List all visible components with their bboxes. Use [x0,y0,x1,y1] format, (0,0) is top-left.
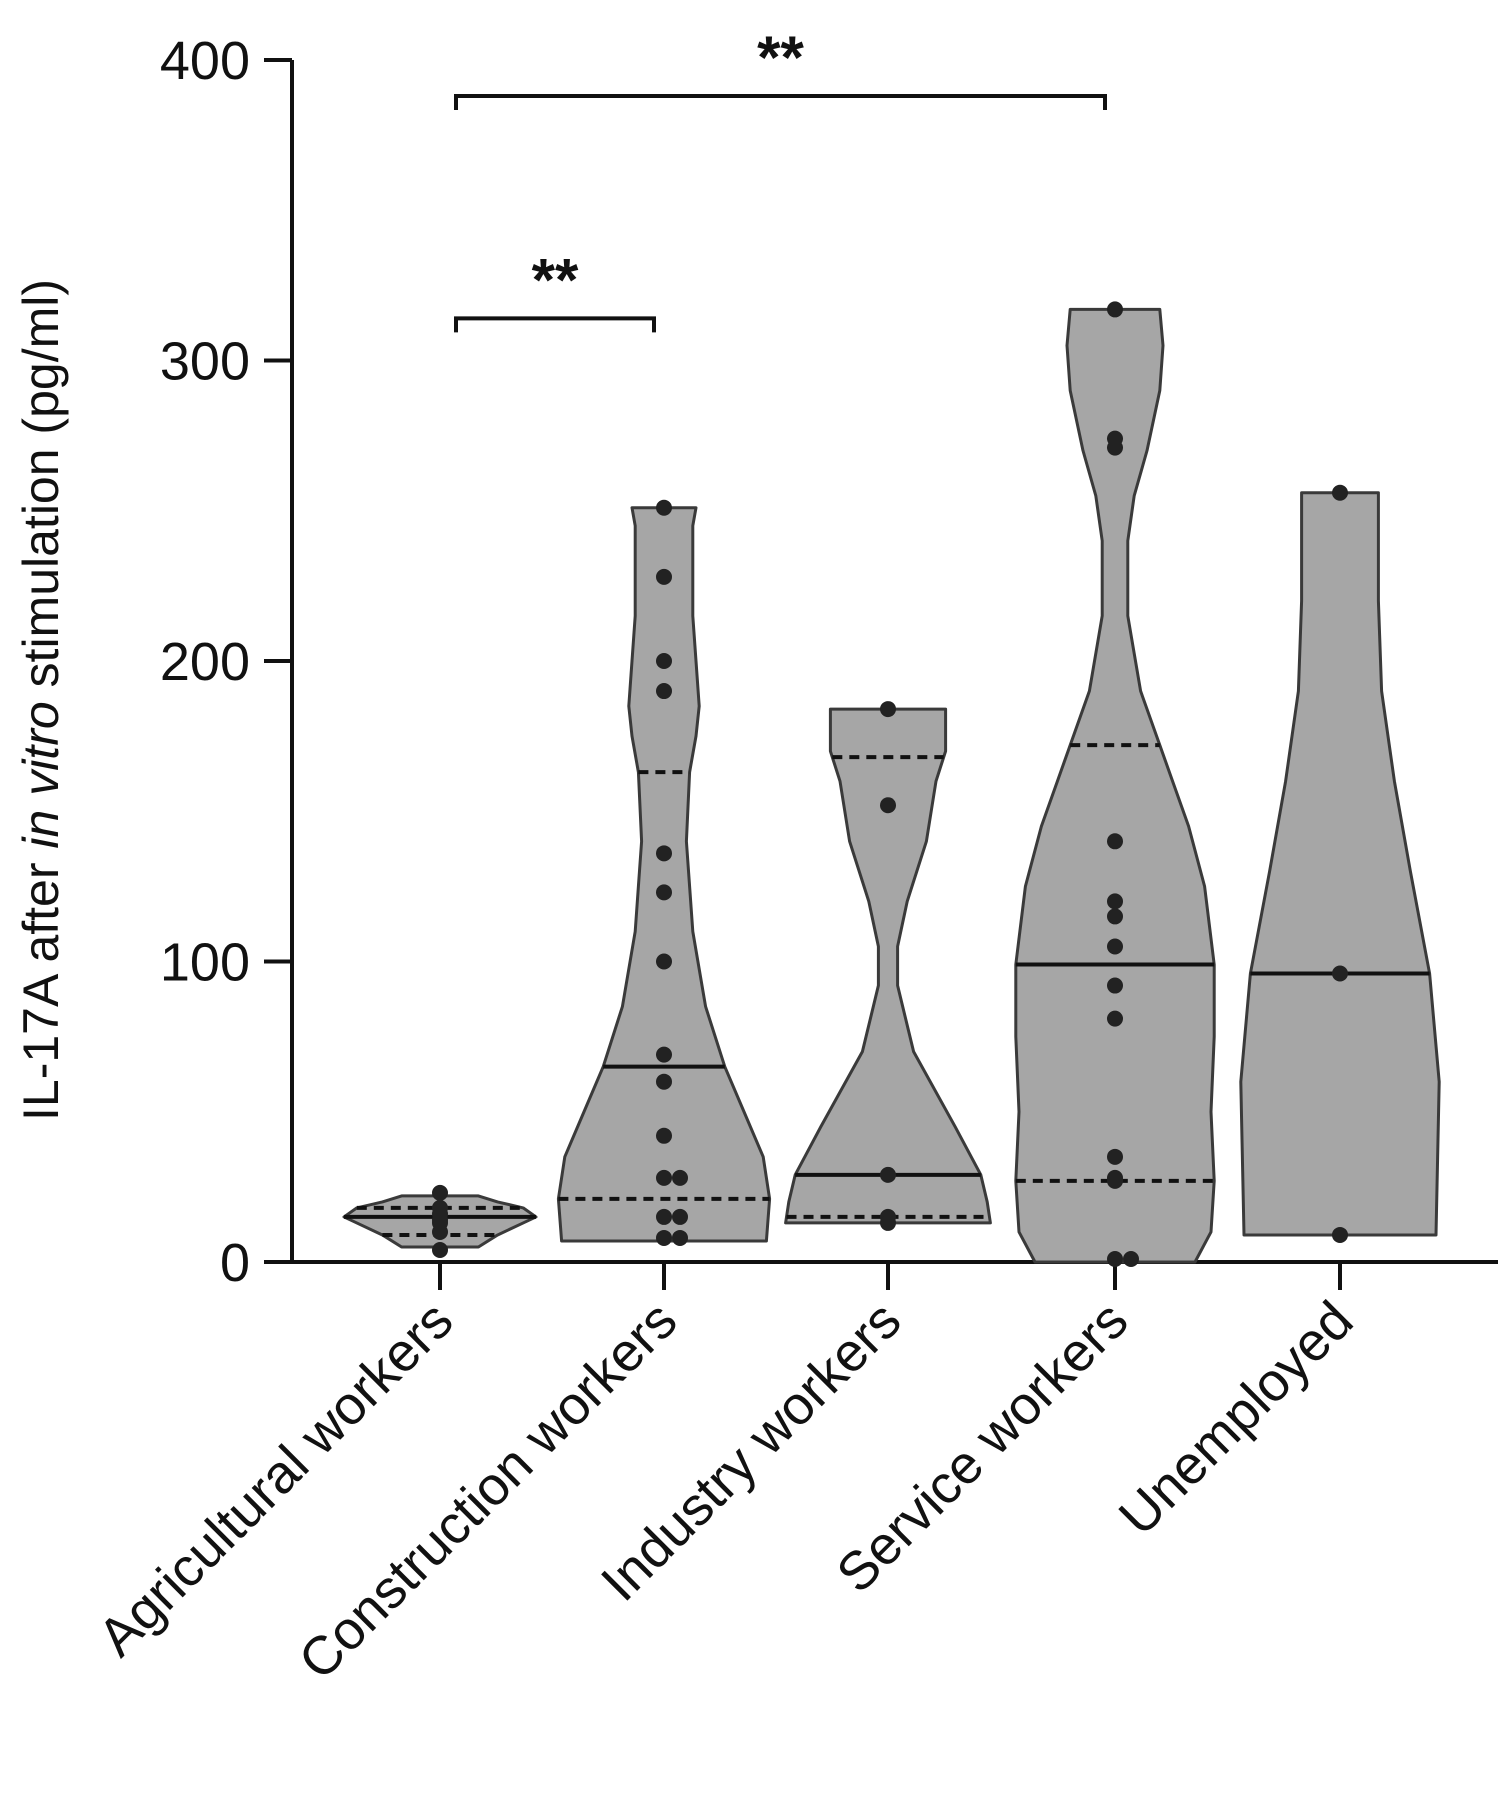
data-point [432,1184,448,1201]
y-axis-label: IL-17A after in vitro stimulation (pg/ml… [13,279,69,1121]
data-point [672,1169,688,1186]
data-point [880,1214,896,1231]
data-point [432,1241,448,1258]
data-point [656,499,672,516]
y-tick-label: 300 [160,332,250,392]
data-point [656,845,672,862]
data-point [656,1127,672,1144]
data-point [656,568,672,585]
data-point [1107,301,1123,318]
significance-bracket [454,94,1107,111]
violin-shape [556,506,772,1243]
significance-label: ** [757,24,804,91]
data-point [656,683,672,700]
data-point [1107,977,1123,994]
significance-label: ** [532,246,579,313]
data-point [656,1073,672,1090]
violin-shape [784,707,992,1225]
data-point [880,701,896,718]
data-point [656,1046,672,1063]
data-point [880,797,896,814]
x-tick-label: Unemployed [1108,1290,1365,1547]
data-point [656,953,672,970]
data-point [1107,1010,1123,1027]
violins [342,301,1441,1267]
y-tick-label: 0 [220,1233,250,1293]
data-point [1107,1172,1123,1189]
data-point [880,1166,896,1183]
y-axis: 0 100 200 300 400 [160,31,294,1293]
data-point [672,1229,688,1246]
data-point [1107,938,1123,955]
data-point [656,653,672,669]
data-point [1107,893,1123,910]
data-point [1123,1250,1139,1267]
data-point [1107,439,1123,456]
y-axis-label-part-3: stimulation (pg/ml) [13,279,69,701]
y-tick-label: 100 [160,933,250,993]
data-point [1107,908,1123,925]
data-point [1332,1226,1348,1243]
significance-brackets: ** ** [454,24,1107,333]
data-point [656,884,672,901]
y-tick-label: 200 [160,632,250,692]
data-point [1107,1148,1123,1165]
data-point [1332,484,1348,501]
y-tick-label: 400 [160,31,250,91]
x-tick-label: Construction workers [287,1290,688,1691]
data-point [1332,965,1348,982]
data-point [656,1208,672,1225]
significance-bracket [454,316,656,333]
data-point [1107,833,1123,850]
data-point [656,1169,672,1186]
data-point [1107,1250,1123,1267]
data-point [656,1229,672,1246]
data-point [672,1208,688,1225]
y-axis-label-part-2: in vitro [13,701,69,848]
violin-shape [1239,491,1441,1237]
y-axis-label-part-1: IL-17A after [13,849,69,1121]
data-point [432,1223,448,1240]
